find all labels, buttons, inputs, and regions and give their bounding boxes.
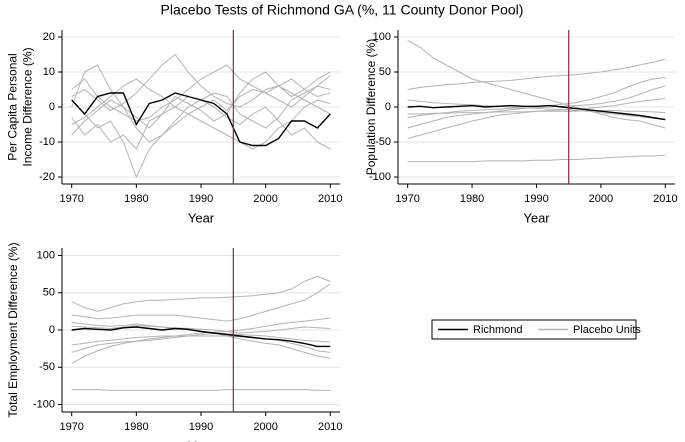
series-line <box>71 326 331 348</box>
y-tick-label: -100 <box>369 171 391 183</box>
series-line <box>71 317 331 364</box>
series-line <box>407 40 666 129</box>
y-tick-label: -50 <box>375 136 391 148</box>
y-tick-label: -10 <box>39 136 55 148</box>
x-tick-label: 2000 <box>589 193 613 205</box>
y-tick-label: 20 <box>43 31 55 43</box>
figure-title: Placebo Tests of Richmond GA (%, 11 Coun… <box>161 2 524 18</box>
y-tick-label: 0 <box>385 101 391 113</box>
series-line <box>407 104 666 121</box>
series-line <box>71 333 331 353</box>
x-tick-label: 1970 <box>395 193 419 205</box>
series-line <box>71 275 331 312</box>
x-tick-label: 1980 <box>460 193 484 205</box>
x-tick-label: 2000 <box>253 193 277 205</box>
y-tick-label: 50 <box>43 287 55 299</box>
legend-box <box>431 319 637 340</box>
series-line <box>407 77 666 129</box>
x-tick-label: 2010 <box>318 421 342 433</box>
x-tick-label: 1970 <box>59 421 83 433</box>
series-line <box>407 98 666 139</box>
series-line <box>71 283 331 322</box>
x-tick-label: 1980 <box>124 193 148 205</box>
y-tick-label: 100 <box>37 249 55 261</box>
series-line <box>71 324 331 334</box>
x-tick-label: 1970 <box>59 193 83 205</box>
x-axis-label: Year <box>523 210 550 225</box>
series-line <box>407 154 666 163</box>
y-tick-label: -50 <box>39 361 55 373</box>
series-line <box>71 95 331 150</box>
series-line <box>71 389 331 391</box>
y-tick-label: 10 <box>43 66 55 78</box>
y-tick-label: 0 <box>49 324 55 336</box>
y-tick-label: -20 <box>39 171 55 183</box>
series-line <box>71 71 331 136</box>
x-tick-label: 2010 <box>318 193 342 205</box>
x-tick-label: 1990 <box>189 193 213 205</box>
y-tick-label: 100 <box>373 31 391 43</box>
series-line <box>71 53 331 115</box>
series-line <box>71 78 331 179</box>
y-axis-label: Total Employment Difference (%) <box>6 242 20 417</box>
x-axis-label: Year <box>188 210 215 225</box>
x-tick-label: 2000 <box>253 421 277 433</box>
x-tick-label: 1990 <box>524 193 548 205</box>
series-line <box>71 64 331 143</box>
series-line <box>407 99 666 121</box>
series-line <box>407 85 666 118</box>
legend-label: Richmond <box>473 324 523 336</box>
y-tick-label: 0 <box>49 101 55 113</box>
series-line <box>71 335 331 353</box>
x-tick-label: 1980 <box>124 421 148 433</box>
legend-label: Placebo Units <box>573 324 641 336</box>
y-tick-label: 50 <box>379 66 391 78</box>
y-axis-label: Population Difference (%) <box>364 39 378 176</box>
y-tick-label: -100 <box>33 398 55 410</box>
x-tick-label: 2010 <box>653 193 677 205</box>
series-line <box>407 58 666 90</box>
series-line <box>71 92 331 147</box>
series-line <box>407 110 666 115</box>
series-line <box>71 64 331 122</box>
y-axis-label: Income Difference (%) <box>21 47 35 166</box>
y-axis-label: Per Capita Personal <box>6 53 20 160</box>
x-tick-label: 1990 <box>189 421 213 433</box>
x-axis-label: Year <box>188 438 215 442</box>
